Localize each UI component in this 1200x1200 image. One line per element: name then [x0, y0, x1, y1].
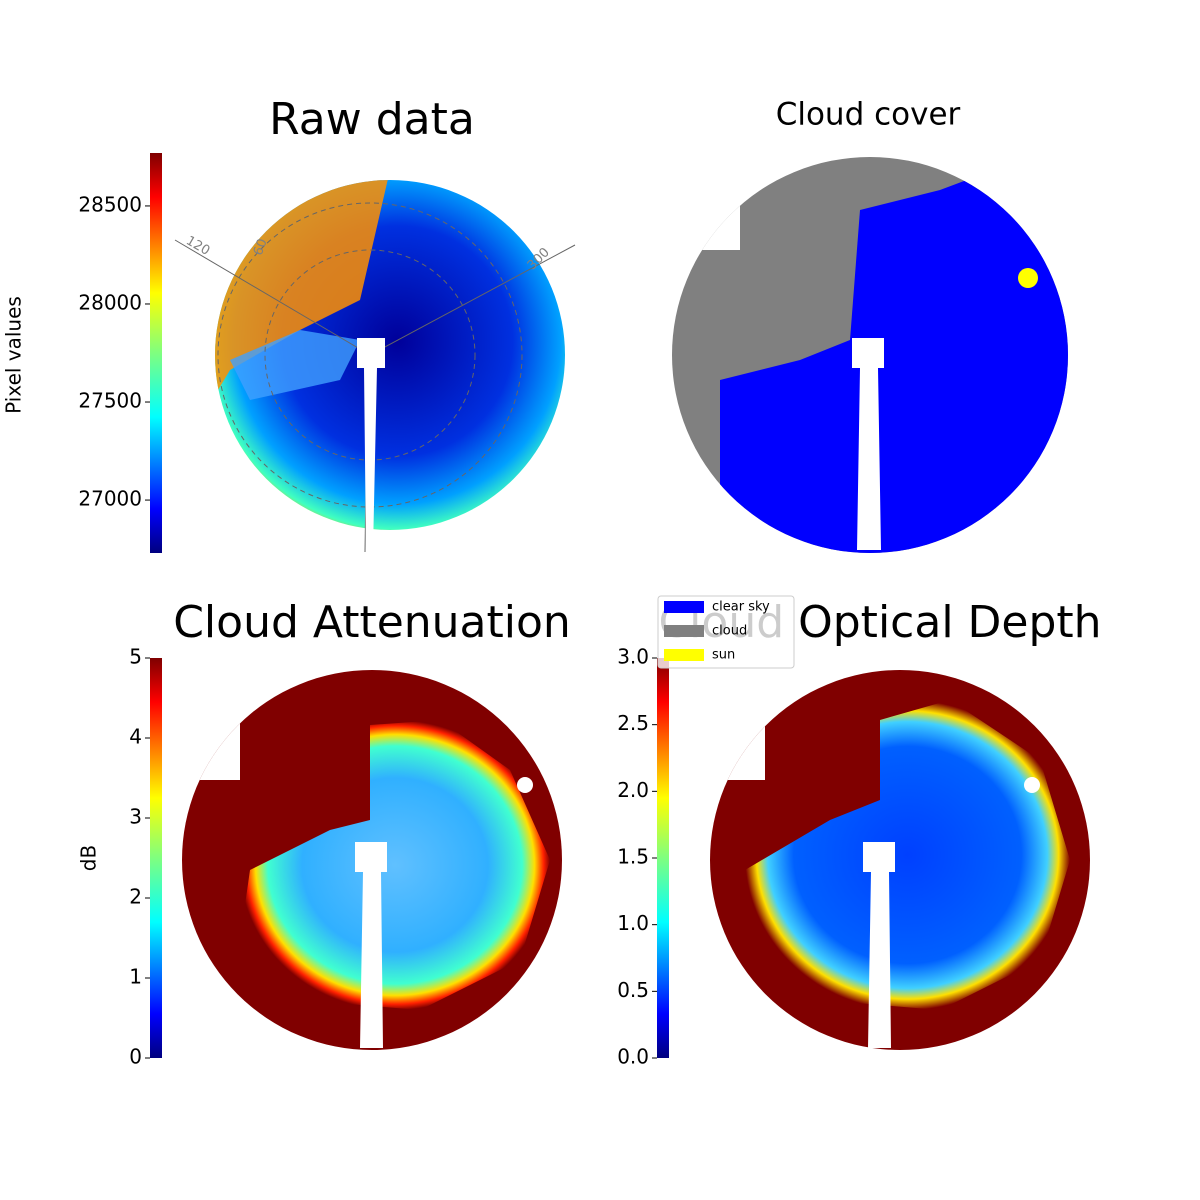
panel-title: Cloud Attenuation	[173, 597, 571, 648]
raw-image	[215, 180, 565, 530]
polar-label: 120	[183, 234, 212, 259]
colorbar-tick-label: 2	[129, 885, 142, 909]
colorbar-tick-label: 1	[129, 965, 142, 989]
legend-swatch	[664, 625, 704, 637]
colorbar	[657, 658, 669, 1058]
mast	[355, 842, 387, 1048]
mast	[852, 338, 884, 550]
colorbar-tick-label: 28500	[78, 192, 142, 216]
colorbar-tick-label: 3.0	[617, 645, 649, 669]
colorbar	[150, 658, 162, 1058]
legend-swatch	[664, 649, 704, 661]
mast	[863, 842, 895, 1048]
colorbar	[150, 153, 162, 553]
colorbar-tick-label: 1.0	[617, 911, 649, 935]
colorbar-tick-label: 2.0	[617, 778, 649, 802]
legend-swatch	[664, 601, 704, 613]
colorbar-tick-label: 0.0	[617, 1045, 649, 1069]
colorbar-tick-label: 28000	[78, 290, 142, 314]
colorbar-tick-label: 1.5	[617, 845, 649, 869]
colorbar-label: Pixel values	[2, 296, 26, 414]
sun-mask	[517, 777, 533, 793]
panel-title: Raw data	[269, 94, 475, 145]
colorbar-label: dB	[77, 845, 101, 871]
polar-label: 60	[251, 237, 271, 258]
colorbar-tick-label: 5	[129, 645, 142, 669]
mast	[357, 338, 385, 550]
legend-label: sun	[712, 648, 735, 663]
colorbar-tick-label: 27500	[78, 389, 142, 413]
panel-title: Cloud cover	[776, 97, 961, 133]
legend-label: clear sky	[712, 600, 770, 615]
optical-depth-image	[710, 670, 1090, 1050]
colorbar-tick-label: 0	[129, 1045, 142, 1069]
colorbar-tick-label: 27000	[78, 487, 142, 511]
legend: clear sky cloud sun	[657, 595, 795, 669]
colorbar-tick-label: 4	[129, 725, 142, 749]
colorbar-tick-label: 2.5	[617, 711, 649, 735]
legend-label: cloud	[712, 624, 747, 639]
colorbar-tick-label: 3	[129, 805, 142, 829]
colorbar-tick-label: 0.5	[617, 978, 649, 1002]
